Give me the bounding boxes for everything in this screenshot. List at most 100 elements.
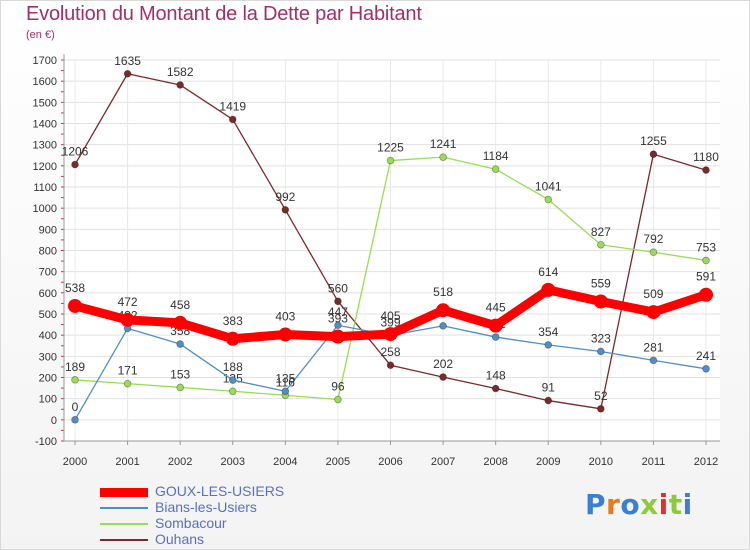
x-tick-label: 2001 [115, 456, 139, 468]
data-label-0: 458 [170, 298, 190, 312]
series-point-3 [334, 297, 342, 306]
series-point-0 [541, 282, 556, 297]
series-point-1 [228, 376, 237, 384]
data-label-1: 188 [223, 360, 243, 374]
series-point-3 [544, 396, 553, 405]
data-label-2: 96 [331, 380, 345, 394]
x-tick-label: 2003 [221, 456, 245, 468]
data-label-0: 538 [65, 281, 85, 295]
x-tick-label: 2002 [168, 456, 192, 468]
data-label-2: 753 [696, 240, 716, 254]
data-label-0: 518 [433, 285, 453, 299]
data-label-3: 148 [486, 369, 506, 383]
data-label-3: 202 [433, 357, 453, 371]
data-label-0: 591 [696, 270, 716, 284]
data-label-1: 281 [643, 340, 663, 354]
series-point-1 [439, 322, 447, 330]
y-tick-label: 1100 [33, 182, 57, 194]
x-tick-label: 2005 [326, 456, 350, 468]
y-tick-label: 1700 [33, 55, 57, 67]
data-label-3: 560 [328, 281, 348, 295]
series-point-2 [544, 195, 553, 204]
series-point-0 [68, 298, 82, 313]
data-label-1: 447 [328, 305, 348, 319]
y-tick-label: 200 [39, 373, 57, 385]
data-label-1: 323 [591, 331, 611, 345]
legend-item: GOUX-LES-USIERS [100, 483, 340, 500]
series-point-3 [176, 81, 184, 89]
series-point-1 [649, 356, 658, 365]
x-tick-label: 2009 [536, 456, 560, 468]
data-label-2: 792 [643, 232, 663, 246]
logo-letter: i [682, 488, 693, 521]
legend-label: Sombacour [155, 515, 227, 531]
series-point-2 [71, 376, 79, 384]
y-tick-label: 1300 [33, 140, 57, 152]
series-point-3 [439, 373, 447, 381]
y-tick-label: 800 [39, 246, 57, 258]
data-label-0: 509 [643, 287, 663, 301]
data-label-0: 383 [223, 314, 243, 328]
y-tick-label: 900 [39, 224, 57, 236]
logo-letter: r [606, 488, 621, 521]
series-point-0 [330, 329, 345, 344]
series-point-0 [646, 305, 661, 320]
series-point-1 [334, 321, 342, 330]
series-point-1 [702, 365, 710, 373]
data-label-0: 405 [380, 309, 400, 323]
legend-label: Ouhans [155, 531, 205, 547]
series-point-2 [228, 387, 237, 396]
y-tick-label: 1500 [33, 97, 57, 109]
series-point-3 [123, 69, 132, 78]
logo-letter: P [585, 488, 607, 521]
series-point-1 [597, 347, 605, 356]
series-point-2 [702, 256, 710, 265]
y-tick-label: 300 [39, 351, 57, 363]
series-point-0 [383, 327, 398, 342]
y-tick-label: 100 [39, 394, 57, 406]
data-label-3: 258 [380, 345, 400, 359]
data-label-3: 52 [594, 389, 608, 403]
legend-swatch [100, 507, 148, 509]
series-point-2 [176, 383, 184, 392]
legend-item: Bians-les-Usiers [100, 499, 340, 516]
x-tick-label: 2000 [63, 456, 87, 468]
x-tick-label: 2012 [694, 456, 718, 468]
series-point-1 [544, 341, 553, 349]
series-point-3 [386, 361, 395, 370]
series-point-0 [699, 287, 713, 302]
data-label-2: 171 [118, 364, 138, 378]
data-label-2: 1041 [535, 179, 562, 193]
data-label-1: 0 [72, 400, 79, 414]
data-label-1: 135 [275, 371, 295, 385]
series-point-2 [491, 165, 500, 174]
series-point-1 [281, 387, 290, 396]
logo-letter: t [668, 488, 683, 521]
logo-letter: o [620, 488, 641, 521]
data-label-1: 354 [538, 325, 558, 339]
x-tick-label: 2004 [273, 456, 297, 468]
data-label-3: 1206 [62, 145, 89, 159]
series-point-2 [334, 395, 342, 404]
series-point-3 [597, 405, 605, 413]
series-point-0 [488, 318, 503, 333]
data-label-2: 1184 [483, 149, 509, 163]
series-point-2 [386, 156, 395, 165]
legend-item: Sombacour [100, 515, 340, 532]
data-label-0: 472 [118, 295, 138, 309]
proxiti-logo: Proxiti [585, 488, 693, 521]
data-label-3: 1635 [114, 54, 141, 68]
series-point-3 [702, 166, 710, 174]
series-point-1 [491, 333, 500, 341]
y-tick-label: 500 [39, 309, 57, 321]
y-tick-label: 1400 [33, 119, 57, 131]
series-point-3 [491, 384, 500, 393]
data-label-2: 1225 [377, 141, 404, 155]
y-tick-label: -100 [35, 436, 57, 448]
series-point-3 [228, 115, 237, 124]
data-label-2: 153 [170, 367, 190, 381]
x-tick-label: 2008 [483, 456, 507, 468]
logo-letter: x [640, 488, 659, 521]
data-label-2: 189 [65, 360, 85, 374]
